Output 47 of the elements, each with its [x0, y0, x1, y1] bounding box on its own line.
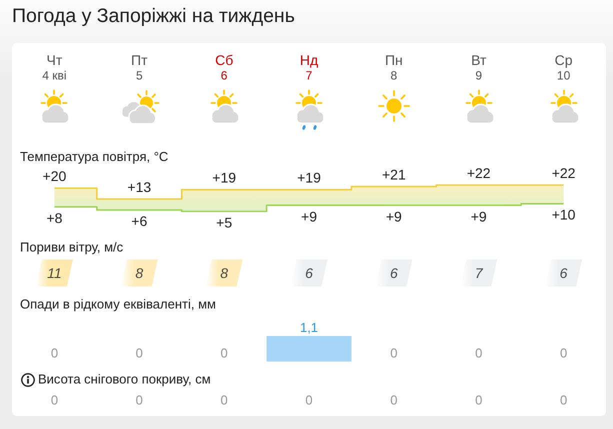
chart-title: Погода у Запоріжжі на тиждень [12, 5, 295, 27]
data-label: +19 [212, 170, 236, 186]
data-label: 0 [560, 392, 568, 408]
data-label: +10 [552, 206, 576, 223]
text: Висота снігового покриву, см [38, 372, 211, 386]
data-label: +9 [386, 208, 402, 224]
chart-title: Пориви вітру, м/с [20, 240, 124, 254]
data-label: 6 [390, 265, 398, 281]
data-label: +13 [127, 179, 152, 196]
data-label: 1,1 [300, 320, 318, 335]
data-label: 0 [136, 346, 143, 360]
data-label: +19 [297, 170, 322, 186]
data-label: 0 [220, 392, 228, 408]
data-label: 0 [50, 392, 58, 408]
x-tick-label: Пн 8 [384, 52, 403, 82]
data-label: 0 [475, 392, 482, 408]
data-label: 0 [390, 392, 398, 408]
data-label: 0 [220, 346, 228, 360]
x-tick-label: Пт 5 [131, 52, 148, 82]
data-label: 11 [47, 265, 62, 281]
x-tick-label: Ср 10 [554, 52, 573, 82]
data-label: +8 [46, 210, 63, 226]
x-tick-label: Сб 6 [215, 52, 234, 82]
data-label: 0 [560, 346, 568, 360]
data-label: 8 [220, 265, 228, 281]
data-label: 0 [50, 346, 58, 360]
chart-subtitle: Температура повітря, °C [20, 149, 168, 164]
data-label: 6 [305, 265, 314, 281]
x-tick-label: Нд 7 [300, 52, 318, 82]
data-label: 7 [474, 265, 484, 281]
data-label: +5 [216, 214, 232, 230]
data-label: 0 [390, 346, 398, 360]
data-label: +22 [466, 165, 491, 181]
data-label: 0 [136, 392, 143, 408]
data-label: 0 [305, 392, 313, 408]
x-tick-label: Вт 9 [471, 52, 487, 82]
chart-title: Опади в рідкому еквіваленті, мм [20, 296, 216, 312]
data-label: 6 [560, 265, 568, 281]
data-label: +9 [301, 208, 318, 224]
data-label: +22 [552, 165, 576, 181]
data-label: 0 [475, 346, 482, 360]
data-label: 8 [135, 265, 144, 281]
data-label: +21 [382, 166, 406, 183]
x-tick-label: Чт 4 кві [42, 52, 67, 82]
data-label: +6 [131, 212, 148, 229]
data-label: +20 [42, 168, 67, 184]
data-label: +9 [470, 208, 487, 224]
